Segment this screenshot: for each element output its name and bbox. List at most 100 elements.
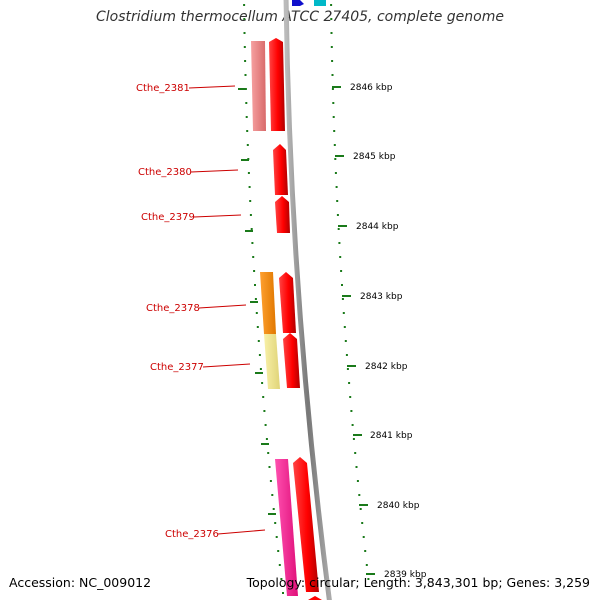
ruler-dot: [280, 578, 283, 580]
ruler-dot: [336, 200, 339, 202]
gene-leader-line: [188, 85, 236, 89]
ruler-dot: [333, 144, 336, 146]
ruler-dot: [271, 494, 274, 496]
ruler-dot: [330, 32, 333, 34]
cog-feature-salmon: [251, 41, 266, 131]
gene-leader-line: [202, 363, 251, 368]
gene-label-cthe-2376: Cthe_2376: [165, 529, 219, 540]
ruler-dot: [263, 410, 266, 412]
ruler-dot: [336, 214, 339, 216]
cds-arrow-partial-bottom: [308, 596, 322, 600]
gene-label-cthe-2381: Cthe_2381: [136, 83, 190, 94]
cds-arrow-cthe-2381: [269, 38, 285, 131]
ruler-dot: [333, 130, 336, 132]
ruler-dot: [332, 116, 335, 118]
ruler-dot: [252, 256, 255, 258]
ruler-dot: [277, 550, 280, 552]
ruler-dot: [264, 424, 267, 426]
ruler-dot: [356, 480, 359, 482]
ruler-tick-label: 2844 kbp: [356, 222, 399, 232]
gene-label-cthe-2377: Cthe_2377: [150, 362, 204, 373]
ruler-dot: [338, 242, 341, 244]
ruler-dot: [350, 410, 353, 412]
gene-label-cthe-2380: Cthe_2380: [138, 167, 192, 178]
ruler-dot: [331, 88, 334, 90]
ruler-dot: [342, 312, 345, 314]
cds-arrow-cthe-2378: [279, 272, 296, 333]
ruler-dot: [365, 564, 368, 566]
ruler-dot: [265, 438, 268, 440]
ruler-dot: [339, 256, 342, 258]
ruler-dot: [243, 18, 246, 20]
ruler-dot: [349, 396, 352, 398]
ruler-dot: [335, 186, 338, 188]
ruler-dot: [358, 494, 361, 496]
gene-label-cthe-2378: Cthe_2378: [146, 303, 200, 314]
ruler-dot: [269, 480, 272, 482]
gene-leader-line: [193, 214, 242, 218]
blue-feature-top: [292, 0, 304, 6]
gene-leader-line: [217, 529, 266, 535]
ruler-dot: [340, 270, 343, 272]
ruler-dot: [341, 298, 344, 300]
ruler-dot: [348, 382, 351, 384]
ruler-dot: [344, 340, 347, 342]
ruler-dot: [354, 452, 357, 454]
ruler-dot: [244, 74, 247, 76]
ruler-dot: [243, 32, 246, 34]
ruler-dot: [255, 312, 258, 314]
ruler-dot: [262, 396, 265, 398]
ruler-dot: [334, 158, 337, 160]
ruler-dot: [245, 102, 248, 104]
ruler-tick-label: 2841 kbp: [370, 431, 413, 441]
ruler-dot: [254, 298, 257, 300]
cog-features: [251, 41, 298, 596]
ruler-dot: [346, 368, 349, 370]
ruler-dot: [278, 564, 281, 566]
ruler-dot: [341, 284, 343, 286]
ruler-dot: [332, 102, 335, 104]
ruler-dot: [268, 466, 271, 468]
ruler-dot: [246, 144, 249, 146]
ruler-dot: [249, 214, 252, 216]
ruler-tick-label: 2840 kbp: [377, 501, 420, 511]
cds-arrow-cthe-2376: [293, 457, 319, 592]
ruler-dot: [248, 186, 251, 188]
ruler-dot: [330, 18, 333, 20]
ruler-dot: [367, 578, 370, 580]
ruler-dot: [251, 242, 254, 244]
ruler-tick-label: 2845 kbp: [353, 152, 396, 162]
inner-ruler-ticks: [238, 88, 276, 515]
ruler-dot: [352, 438, 355, 440]
gene-labels: Cthe_2381 Cthe_2380 Cthe_2379 Cthe_2378 …: [136, 83, 219, 540]
ruler-dot: [243, 46, 246, 48]
ruler-tick-label: 2846 kbp: [350, 83, 393, 93]
ruler-dot: [330, 46, 333, 48]
accession-label: Accession: NC_009012: [9, 575, 152, 590]
ruler-dot: [259, 368, 262, 370]
cyan-feature-top: [314, 0, 326, 6]
ruler-dot: [247, 172, 250, 174]
cog-feature-pink: [275, 459, 298, 596]
gene-leader-line: [198, 304, 247, 309]
cds-arrow-cthe-2380: [273, 144, 288, 195]
cds-features: [269, 38, 322, 600]
topology-summary: Topology: circular; Length: 3,843,301 bp…: [246, 575, 590, 590]
ruler-tick-label: 2839 kbp: [384, 570, 427, 580]
ruler-dot: [272, 508, 275, 510]
cds-arrow-cthe-2379: [275, 196, 290, 233]
map-title: Clostridium thermocellum ATCC 27405, com…: [96, 9, 504, 25]
ruler-dot: [345, 354, 348, 356]
ruler-dot: [258, 354, 261, 356]
ruler-dot: [246, 130, 249, 132]
ruler-dot: [359, 508, 362, 510]
ruler-dot: [249, 200, 252, 202]
ruler-dot: [256, 326, 259, 328]
ruler-tick-label: 2843 kbp: [360, 292, 403, 302]
ruler-dot: [244, 60, 247, 62]
ruler-dots-outer: [330, 4, 370, 580]
ruler-ticks: [332, 86, 375, 575]
ruler-dot: [282, 592, 284, 594]
ruler-dot: [267, 452, 270, 454]
